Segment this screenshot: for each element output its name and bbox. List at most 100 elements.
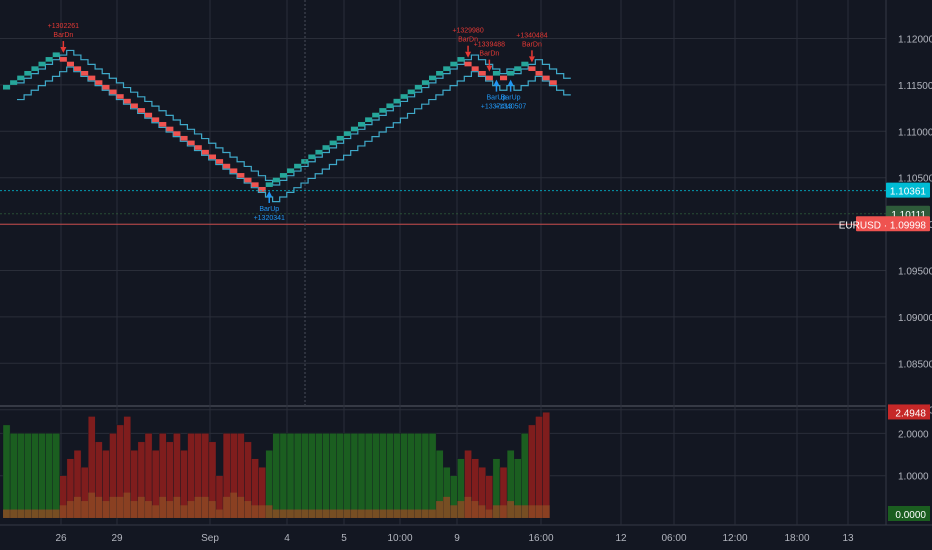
volume-bar[interactable] bbox=[293, 433, 302, 519]
renko-brick-down[interactable] bbox=[137, 108, 145, 113]
volume-bar[interactable] bbox=[315, 433, 323, 519]
volume-bar[interactable] bbox=[357, 433, 366, 519]
renko-brick-down[interactable] bbox=[230, 168, 238, 174]
renko-brick-down[interactable] bbox=[471, 66, 479, 71]
renko-brick-up[interactable] bbox=[329, 140, 337, 146]
renko-brick-down[interactable] bbox=[542, 75, 550, 81]
renko-brick-down[interactable] bbox=[194, 145, 202, 150]
volume-bar[interactable] bbox=[407, 433, 416, 519]
volume-bar[interactable] bbox=[528, 424, 536, 519]
renko-brick-up[interactable] bbox=[492, 70, 500, 76]
renko-brick-up[interactable] bbox=[521, 61, 529, 67]
renko-brick-up[interactable] bbox=[436, 70, 444, 76]
renko-brick-up[interactable] bbox=[10, 80, 18, 85]
renko-brick-up[interactable] bbox=[379, 108, 387, 113]
volume-bar[interactable] bbox=[322, 433, 330, 519]
renko-brick-up[interactable] bbox=[407, 89, 415, 95]
renko-brick-up[interactable] bbox=[279, 173, 287, 178]
renko-brick-down[interactable] bbox=[166, 126, 174, 132]
volume-bar[interactable] bbox=[2, 424, 11, 519]
renko-brick-up[interactable] bbox=[457, 57, 465, 62]
volume-bar[interactable] bbox=[386, 433, 394, 519]
renko-brick-down[interactable] bbox=[478, 70, 486, 76]
renko-brick-up[interactable] bbox=[265, 182, 273, 187]
volume-bar[interactable] bbox=[364, 433, 373, 519]
renko-brick-up[interactable] bbox=[322, 145, 330, 150]
renko-brick-down[interactable] bbox=[216, 159, 224, 164]
renko-brick-down[interactable] bbox=[130, 103, 138, 109]
volume-bar[interactable] bbox=[38, 433, 46, 519]
renko-brick-down[interactable] bbox=[145, 112, 153, 118]
renko-brick-down[interactable] bbox=[123, 98, 131, 104]
volume-bar[interactable] bbox=[272, 433, 281, 519]
renko-brick-up[interactable] bbox=[52, 52, 60, 58]
renko-bricks[interactable] bbox=[3, 52, 557, 192]
renko-brick-up[interactable] bbox=[372, 112, 380, 118]
volume-bar[interactable] bbox=[301, 433, 309, 519]
renko-brick-down[interactable] bbox=[528, 66, 536, 71]
renko-brick-up[interactable] bbox=[443, 66, 451, 71]
renko-brick-down[interactable] bbox=[81, 70, 89, 76]
renko-brick-down[interactable] bbox=[152, 117, 160, 123]
volume-bar[interactable] bbox=[393, 433, 401, 519]
renko-brick-up[interactable] bbox=[3, 84, 11, 90]
volume-bar[interactable] bbox=[286, 433, 295, 519]
renko-brick-up[interactable] bbox=[450, 61, 458, 67]
renko-brick-up[interactable] bbox=[308, 154, 316, 160]
renko-brick-up[interactable] bbox=[17, 75, 25, 81]
volume-bar[interactable] bbox=[535, 416, 543, 519]
renko-brick-up[interactable] bbox=[393, 98, 401, 104]
renko-brick-up[interactable] bbox=[24, 70, 32, 76]
volume-bar[interactable] bbox=[279, 433, 288, 519]
renko-brick-down[interactable] bbox=[251, 182, 259, 187]
renko-brick-down[interactable] bbox=[549, 80, 557, 85]
renko-brick-down[interactable] bbox=[208, 154, 216, 160]
renko-brick-down[interactable] bbox=[66, 61, 74, 67]
renko-brick-up[interactable] bbox=[358, 122, 366, 127]
volume-bar[interactable] bbox=[52, 433, 61, 519]
renko-brick-down[interactable] bbox=[535, 70, 543, 76]
volume-bar[interactable] bbox=[336, 433, 345, 519]
volume-bar[interactable] bbox=[24, 433, 32, 519]
volume-bar[interactable] bbox=[9, 433, 18, 519]
renko-brick-down[interactable] bbox=[102, 84, 110, 90]
volume-bar[interactable] bbox=[428, 433, 437, 519]
volume-bar[interactable] bbox=[542, 412, 550, 519]
renko-brick-down[interactable] bbox=[201, 149, 209, 155]
time-axis[interactable]: 26 29 Sep 4 5 10:00 9 16:00 12 06:00 12:00 18:00 13 bbox=[55, 533, 854, 544]
renko-brick-up[interactable] bbox=[287, 168, 295, 174]
renko-brick-up[interactable] bbox=[336, 135, 344, 141]
renko-brick-down[interactable] bbox=[159, 122, 167, 127]
renko-brick-down[interactable] bbox=[74, 66, 82, 71]
renko-brick-up[interactable] bbox=[38, 61, 46, 67]
renko-brick-up[interactable] bbox=[365, 117, 373, 123]
renko-brick-down[interactable] bbox=[180, 135, 188, 141]
renko-brick-down[interactable] bbox=[223, 163, 231, 169]
renko-brick-up[interactable] bbox=[400, 94, 408, 99]
renko-brick-down[interactable] bbox=[109, 89, 117, 95]
volume-bar[interactable] bbox=[421, 433, 430, 519]
renko-brick-up[interactable] bbox=[414, 84, 422, 90]
renko-brick-down[interactable] bbox=[244, 177, 252, 183]
renko-brick-up[interactable] bbox=[514, 66, 522, 71]
renko-brick-up[interactable] bbox=[507, 70, 515, 76]
renko-brick-up[interactable] bbox=[386, 103, 394, 109]
renko-brick-down[interactable] bbox=[500, 75, 508, 81]
volume-bar[interactable] bbox=[414, 433, 423, 519]
renko-brick-up[interactable] bbox=[294, 163, 302, 169]
volume-bar[interactable] bbox=[343, 433, 352, 519]
renko-brick-down[interactable] bbox=[237, 173, 245, 178]
volume-bar[interactable] bbox=[329, 433, 337, 519]
volume-bar[interactable] bbox=[308, 433, 316, 519]
renko-brick-down[interactable] bbox=[258, 186, 266, 192]
volume-bar[interactable] bbox=[400, 433, 408, 519]
volume-pane[interactable] bbox=[2, 412, 550, 519]
renko-brick-down[interactable] bbox=[485, 75, 493, 81]
renko-brick-up[interactable] bbox=[429, 75, 437, 81]
renko-brick-up[interactable] bbox=[31, 66, 39, 71]
renko-brick-down[interactable] bbox=[464, 61, 472, 67]
volume-bar[interactable] bbox=[31, 433, 39, 519]
volume-bar[interactable] bbox=[350, 433, 359, 519]
renko-brick-down[interactable] bbox=[173, 131, 181, 136]
